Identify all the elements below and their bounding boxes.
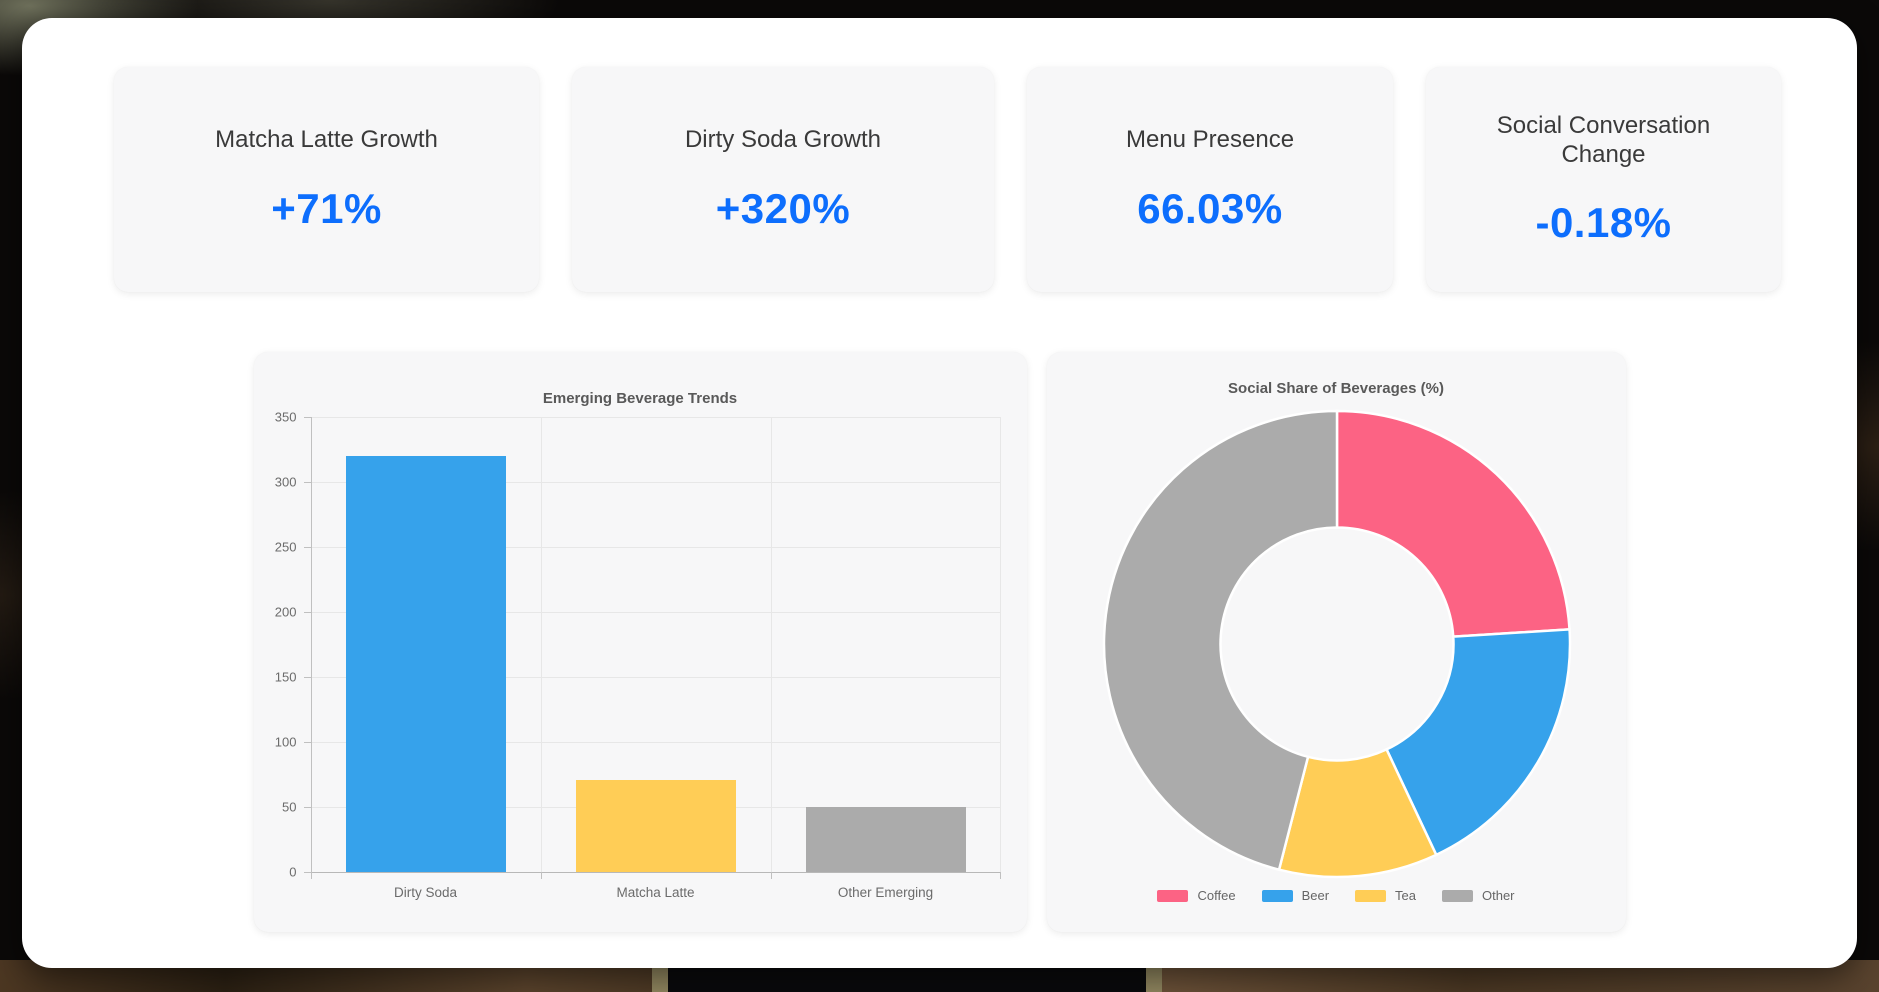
donut-slice-beer[interactable] bbox=[1384, 628, 1571, 857]
donut-chart-title: Social Share of Beverages (%) bbox=[1228, 380, 1444, 397]
legend-label-other: Other bbox=[1482, 888, 1515, 903]
x-axis-label-other-emerging: Other Emerging bbox=[837, 885, 934, 900]
bar-chart-title: Emerging Beverage Trends bbox=[542, 390, 738, 407]
stat-label: Dirty Soda Growth bbox=[684, 126, 882, 154]
legend-item-tea[interactable]: Tea bbox=[1355, 888, 1416, 903]
bar-chart-plot-area: 0 50 100 150 200 250 300 350 Dirty Soda Matcha La… bbox=[275, 410, 1001, 900]
stat-card-social-conversation-change: Social Conversation Change -0.18% bbox=[1426, 67, 1781, 292]
bar-chart-panel: Emerging Beverage Trends 0 50 100 150 200 250… bbox=[253, 352, 1027, 932]
donut-chart-panel: Social Share of Beverages (%) Coffee Beer… bbox=[1046, 352, 1626, 932]
gridline-y-200 bbox=[310, 612, 1001, 613]
gridline-x-3 bbox=[999, 417, 1001, 872]
legend-label-coffee: Coffee bbox=[1197, 888, 1236, 903]
y-axis-tick bbox=[303, 872, 311, 873]
legend-label-beer: Beer bbox=[1301, 888, 1330, 903]
donut-slice-other[interactable] bbox=[1102, 409, 1338, 872]
y-axis-tick-label: 300 bbox=[274, 474, 297, 490]
donut-slice-coffee[interactable] bbox=[1335, 409, 1571, 639]
stat-label: Menu Presence bbox=[1125, 126, 1295, 154]
bar-matcha-latte[interactable] bbox=[575, 779, 736, 872]
legend-item-coffee[interactable]: Coffee bbox=[1157, 888, 1236, 903]
gridline-x-1 bbox=[540, 417, 542, 872]
bar-dirty-soda[interactable] bbox=[345, 456, 506, 872]
y-axis-tick bbox=[303, 677, 311, 678]
y-axis-tick-label: 0 bbox=[289, 864, 297, 880]
gridline-y-100 bbox=[310, 742, 1001, 743]
legend-swatch-tea bbox=[1355, 889, 1387, 902]
stat-value: 66.03% bbox=[1137, 184, 1283, 232]
gridline-y-150 bbox=[310, 677, 1001, 678]
y-axis-tick bbox=[303, 612, 311, 613]
stat-value: -0.18% bbox=[1535, 198, 1672, 246]
y-axis-tick bbox=[303, 417, 311, 418]
legend-swatch-other bbox=[1442, 889, 1473, 902]
donut-chart bbox=[1102, 409, 1571, 879]
y-axis-tick-label: 150 bbox=[274, 669, 297, 685]
y-axis-tick-label: 100 bbox=[274, 734, 297, 750]
legend-label-tea: Tea bbox=[1395, 888, 1416, 903]
legend-item-other[interactable]: Other bbox=[1442, 888, 1515, 903]
x-axis-label-dirty-soda: Dirty Soda bbox=[393, 885, 458, 900]
x-axis-tick bbox=[310, 872, 312, 879]
x-axis-tick bbox=[770, 872, 772, 879]
charts-row: Emerging Beverage Trends 0 50 100 150 200 250… bbox=[22, 352, 1857, 932]
y-axis-tick-label: 350 bbox=[274, 409, 297, 425]
legend-swatch-beer bbox=[1261, 889, 1293, 902]
stat-card-menu-presence: Menu Presence 66.03% bbox=[1027, 67, 1393, 292]
stat-label: Social Conversation Change bbox=[1496, 112, 1711, 168]
x-axis-tick bbox=[999, 872, 1001, 879]
y-axis-line bbox=[310, 417, 312, 872]
y-axis-tick bbox=[303, 742, 311, 743]
x-axis-label-matcha-latte: Matcha Latte bbox=[616, 885, 695, 900]
gridline-y-350 bbox=[310, 417, 1001, 418]
y-axis-tick bbox=[303, 482, 311, 483]
stat-value: +71% bbox=[271, 184, 382, 232]
dashboard-panel: Matcha Latte Growth +71% Dirty Soda Grow… bbox=[22, 18, 1857, 968]
stat-value: +320% bbox=[715, 184, 851, 232]
donut-legend: Coffee Beer Tea Other bbox=[1047, 888, 1626, 903]
x-axis-tick bbox=[540, 872, 542, 879]
blurred-menu-sign bbox=[652, 965, 1162, 992]
legend-item-beer[interactable]: Beer bbox=[1261, 888, 1330, 903]
y-axis-tick-label: 200 bbox=[274, 604, 297, 620]
kpi-stats-row: Matcha Latte Growth +71% Dirty Soda Grow… bbox=[114, 67, 1782, 292]
gridline-x-2 bbox=[770, 417, 772, 872]
y-axis-tick-label: 250 bbox=[274, 539, 297, 555]
stat-card-dirty-soda-growth: Dirty Soda Growth +320% bbox=[572, 67, 994, 292]
stat-label: Matcha Latte Growth bbox=[215, 126, 438, 154]
gridline-y-250 bbox=[310, 547, 1001, 548]
gridline-y-0 bbox=[310, 872, 1001, 873]
gridline-y-300 bbox=[310, 482, 1001, 483]
bar-other-emerging[interactable] bbox=[805, 807, 966, 872]
y-axis-tick-label: 50 bbox=[282, 799, 297, 815]
legend-swatch-coffee bbox=[1157, 889, 1189, 902]
stat-card-matcha-latte-growth: Matcha Latte Growth +71% bbox=[114, 67, 539, 292]
y-axis-tick bbox=[303, 807, 311, 808]
y-axis-tick bbox=[303, 547, 311, 548]
